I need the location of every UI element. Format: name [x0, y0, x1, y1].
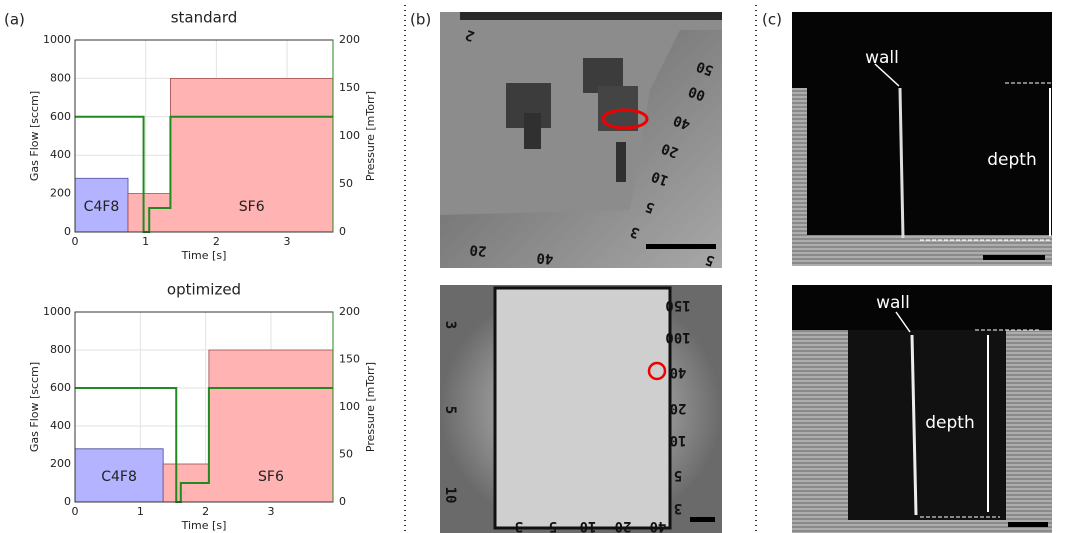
x-tick-label: 2 — [202, 505, 209, 518]
y2-axis-label: Pressure [mTorr] — [364, 91, 377, 181]
x-tick-label: 0 — [72, 235, 79, 248]
series-label: SF6 — [239, 199, 265, 215]
x-tick-label: 3 — [284, 235, 291, 248]
image-label: 3 — [674, 500, 682, 516]
image-label: 20 — [615, 518, 632, 533]
series-label: SF6 — [258, 469, 284, 485]
image-label: 40 — [670, 364, 687, 380]
cross-section-image — [792, 12, 1052, 533]
x-tick-label: 0 — [72, 505, 79, 518]
y2-tick-label: 100 — [339, 400, 360, 413]
y-tick-label: 0 — [64, 495, 71, 508]
x-tick-label: 1 — [142, 235, 149, 248]
y2-tick-label: 50 — [339, 448, 353, 461]
y-tick-label: 800 — [50, 71, 71, 84]
image-label: 5 — [674, 467, 682, 483]
y-tick-label: 800 — [50, 343, 71, 356]
x-tick-label: 1 — [137, 505, 144, 518]
x-tick-label: 2 — [213, 235, 220, 248]
y-tick-label: 400 — [50, 419, 71, 432]
figure: (a) (b) (c) 0123020040 — [0, 0, 1069, 533]
image-label: 5 — [442, 406, 458, 414]
y-tick-label: 600 — [50, 110, 71, 123]
chart-title: optimized — [167, 281, 241, 299]
image-label: 20 — [670, 400, 687, 416]
image-label: 40 — [650, 518, 667, 533]
image-label: 20 — [469, 241, 487, 258]
image-label: 100 — [665, 329, 690, 345]
y2-axis-label: Pressure [mTorr] — [364, 362, 377, 452]
image-label: 150 — [665, 297, 690, 313]
sem-image — [440, 12, 722, 268]
chart-title: standard — [171, 9, 238, 27]
image-label: 40 — [536, 249, 554, 266]
image-label: 5 — [549, 518, 557, 533]
y-tick-label: 1000 — [43, 305, 71, 318]
y-axis-label: Gas Flow [sccm] — [28, 91, 41, 181]
y-tick-label: 200 — [50, 187, 71, 200]
x-axis-label: Time [s] — [181, 519, 227, 532]
x-axis-label: Time [s] — [181, 249, 227, 262]
y2-tick-label: 200 — [339, 305, 360, 318]
y2-tick-label: 200 — [339, 33, 360, 46]
y-tick-label: 0 — [64, 225, 71, 238]
image-label: 10 — [580, 518, 597, 533]
image-label: depth — [987, 150, 1036, 170]
y2-tick-label: 150 — [339, 353, 360, 366]
y2-tick-label: 50 — [339, 177, 353, 190]
image-label: 3 — [442, 321, 458, 329]
image-label: wall — [865, 48, 899, 68]
y-tick-label: 600 — [50, 381, 71, 394]
image-label: wall — [876, 293, 910, 313]
image-label: 10 — [670, 432, 687, 448]
y-tick-label: 1000 — [43, 33, 71, 46]
y2-tick-label: 0 — [339, 495, 346, 508]
y-tick-label: 200 — [50, 457, 71, 470]
x-tick-label: 3 — [267, 505, 274, 518]
image-label: depth — [925, 413, 974, 433]
y2-tick-label: 0 — [339, 225, 346, 238]
series-label: C4F8 — [101, 469, 137, 485]
y-axis-label: Gas Flow [sccm] — [28, 362, 41, 452]
panel-label: (b) — [410, 11, 431, 29]
y-tick-label: 400 — [50, 148, 71, 161]
y2-tick-label: 100 — [339, 129, 360, 142]
image-label: 10 — [442, 487, 458, 504]
series-label: C4F8 — [84, 199, 120, 215]
image-label: 3 — [515, 518, 523, 533]
panel-label: (c) — [762, 11, 782, 29]
y2-tick-label: 150 — [339, 81, 360, 94]
panel-label: (a) — [4, 11, 25, 29]
